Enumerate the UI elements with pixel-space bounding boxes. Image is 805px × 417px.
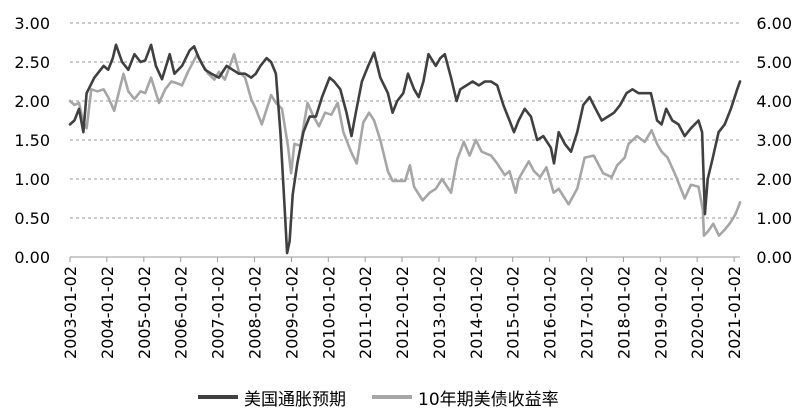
- x-tick-label: 2014-01-02: [467, 266, 486, 359]
- x-tick-label: 2018-01-02: [614, 266, 633, 359]
- gridlines: [70, 22, 740, 219]
- y-left-tick-label: 1.50: [14, 131, 50, 150]
- x-tick-label: 2011-01-02: [356, 266, 375, 359]
- series-line-10y-yield: [68, 52, 742, 237]
- y-right-tick-label: 5.00: [756, 53, 792, 72]
- x-tick-label: 2021-01-02: [725, 266, 744, 359]
- x-tick-label: 2017-01-02: [578, 266, 597, 359]
- x-tick-label: 2020-01-02: [688, 266, 707, 359]
- legend: 美国通胀预期 10年期美债收益率: [198, 383, 559, 411]
- x-tick-label: 2016-01-02: [541, 266, 560, 359]
- y-left-tick-label: 2.50: [14, 53, 50, 72]
- x-tick-label: 2009-01-02: [282, 266, 301, 359]
- y-right-tick-label: 4.00: [756, 92, 792, 111]
- x-tick-label: 2005-01-02: [135, 266, 154, 359]
- series-layer: [68, 43, 742, 255]
- x-tick-label: 2006-01-02: [172, 266, 191, 359]
- legend-swatch-yield: [372, 395, 412, 399]
- y-left-tick-label: 3.00: [14, 14, 50, 33]
- y-left-axis-ticks: 0.00 0.50 1.00 1.50 2.00 2.50 3.00: [14, 14, 50, 267]
- x-axis: 2003-01-02 2004-01-02 2005-01-02 2006-01-02…: [61, 256, 744, 359]
- x-tick-label: 2019-01-02: [651, 266, 670, 359]
- legend-item-yield: 10年期美债收益率: [372, 385, 559, 410]
- y-left-tick-label: 0.50: [14, 209, 50, 228]
- x-tick-label: 2008-01-02: [245, 266, 264, 359]
- x-tick-label: 2004-01-02: [98, 266, 117, 359]
- y-left-tick-label: 2.00: [14, 92, 50, 111]
- legend-item-inflation: 美国通胀预期: [198, 385, 346, 410]
- x-tick-label: 2007-01-02: [209, 266, 228, 359]
- legend-label-inflation: 美国通胀预期: [244, 389, 346, 410]
- series-line-inflation-expectation: [68, 43, 742, 255]
- y-right-tick-label: 0.00: [756, 248, 792, 267]
- legend-swatch-inflation: [198, 395, 238, 399]
- y-right-axis-ticks: 0.00 1.00 2.00 3.00 4.00 5.00 6.00: [756, 14, 792, 267]
- legend-label-yield: 10年期美债收益率: [418, 389, 559, 410]
- y-right-tick-label: 1.00: [756, 209, 792, 228]
- y-left-tick-label: 1.00: [14, 170, 50, 189]
- y-right-tick-label: 3.00: [756, 131, 792, 150]
- x-tick-label: 2012-01-02: [393, 266, 412, 359]
- x-tick-label: 2015-01-02: [504, 266, 523, 359]
- x-tick-label: 2003-01-02: [61, 266, 80, 359]
- y-left-tick-label: 0.00: [14, 248, 50, 267]
- y-right-tick-label: 2.00: [756, 170, 792, 189]
- x-tick-label: 2013-01-02: [430, 266, 449, 359]
- y-right-tick-label: 6.00: [756, 14, 792, 33]
- x-tick-label: 2010-01-02: [319, 266, 338, 359]
